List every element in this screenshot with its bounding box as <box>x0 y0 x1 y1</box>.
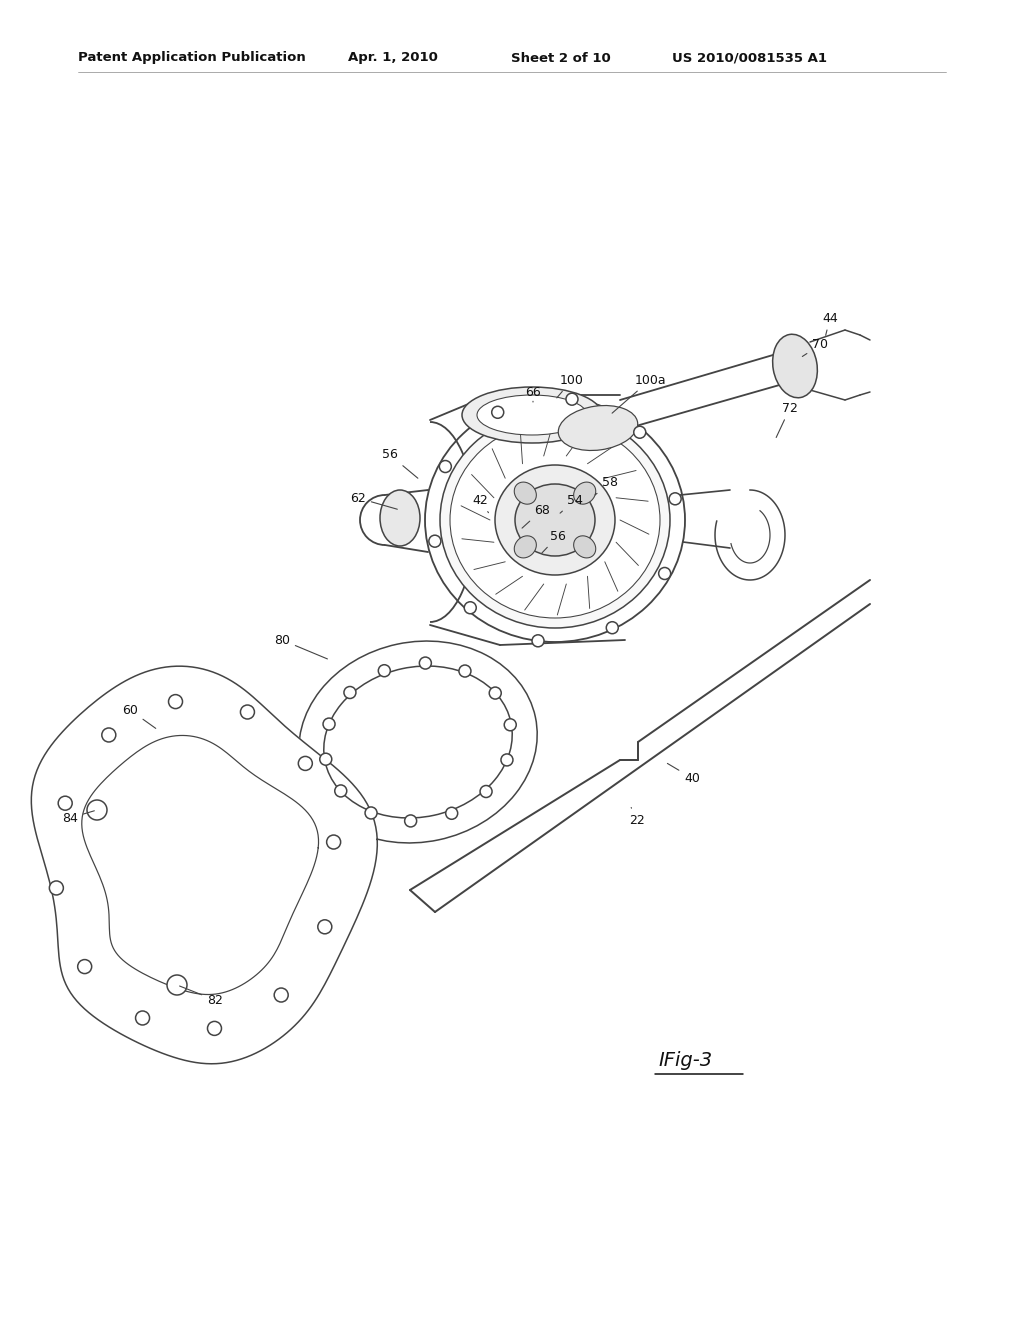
Circle shape <box>101 727 116 742</box>
Circle shape <box>606 622 618 634</box>
Text: 82: 82 <box>179 986 223 1006</box>
Text: 40: 40 <box>668 763 700 784</box>
Text: 68: 68 <box>522 503 550 528</box>
Circle shape <box>298 756 312 771</box>
Text: Patent Application Publication: Patent Application Publication <box>78 51 306 65</box>
Ellipse shape <box>773 334 817 397</box>
Text: 72: 72 <box>776 401 798 437</box>
Circle shape <box>319 754 332 766</box>
Circle shape <box>669 492 681 504</box>
Circle shape <box>167 975 187 995</box>
Circle shape <box>241 705 254 719</box>
Ellipse shape <box>324 667 512 818</box>
Circle shape <box>208 1022 221 1035</box>
Circle shape <box>78 960 92 974</box>
Ellipse shape <box>477 395 587 436</box>
Circle shape <box>489 688 501 700</box>
Text: IFig-3: IFig-3 <box>658 1051 712 1069</box>
Polygon shape <box>32 667 377 1064</box>
Circle shape <box>658 568 671 579</box>
Text: 56: 56 <box>542 529 566 553</box>
Circle shape <box>480 785 493 797</box>
Ellipse shape <box>514 482 537 504</box>
Circle shape <box>135 1011 150 1026</box>
Circle shape <box>274 989 288 1002</box>
Text: 100: 100 <box>557 374 584 397</box>
Text: 44: 44 <box>822 312 838 335</box>
Text: 62: 62 <box>350 491 397 510</box>
Circle shape <box>344 686 356 698</box>
Circle shape <box>49 880 63 895</box>
Circle shape <box>634 426 646 438</box>
Ellipse shape <box>462 387 602 444</box>
Text: Sheet 2 of 10: Sheet 2 of 10 <box>511 51 610 65</box>
Circle shape <box>504 719 516 731</box>
Ellipse shape <box>440 412 670 628</box>
Text: 58: 58 <box>595 477 618 495</box>
Circle shape <box>492 407 504 418</box>
Circle shape <box>464 602 476 614</box>
Circle shape <box>169 694 182 709</box>
Ellipse shape <box>380 490 420 546</box>
Text: 70: 70 <box>803 338 828 356</box>
Circle shape <box>323 718 335 730</box>
Circle shape <box>87 800 106 820</box>
Circle shape <box>365 807 377 818</box>
Circle shape <box>378 665 390 677</box>
Ellipse shape <box>573 536 596 558</box>
Ellipse shape <box>515 484 595 556</box>
Ellipse shape <box>558 405 638 450</box>
Text: 60: 60 <box>122 704 156 729</box>
Text: 22: 22 <box>629 808 645 826</box>
Ellipse shape <box>495 465 615 576</box>
Circle shape <box>327 836 341 849</box>
Circle shape <box>445 808 458 820</box>
Circle shape <box>420 657 431 669</box>
Circle shape <box>429 535 441 548</box>
Text: Apr. 1, 2010: Apr. 1, 2010 <box>348 51 438 65</box>
Text: 80: 80 <box>274 634 328 659</box>
Text: 84: 84 <box>62 810 94 825</box>
Circle shape <box>532 635 544 647</box>
Text: 100a: 100a <box>612 374 666 413</box>
Circle shape <box>439 461 452 473</box>
Ellipse shape <box>450 422 660 618</box>
Text: 54: 54 <box>560 494 583 513</box>
Ellipse shape <box>299 642 538 843</box>
Circle shape <box>58 796 73 810</box>
Circle shape <box>317 920 332 933</box>
Circle shape <box>404 814 417 826</box>
Circle shape <box>459 665 471 677</box>
Ellipse shape <box>514 536 537 558</box>
Text: 66: 66 <box>525 385 541 403</box>
Text: US 2010/0081535 A1: US 2010/0081535 A1 <box>672 51 827 65</box>
Circle shape <box>501 754 513 766</box>
Circle shape <box>335 785 347 797</box>
Text: 56: 56 <box>382 449 418 478</box>
Ellipse shape <box>573 482 596 504</box>
Circle shape <box>566 393 578 405</box>
Text: 42: 42 <box>472 494 488 512</box>
